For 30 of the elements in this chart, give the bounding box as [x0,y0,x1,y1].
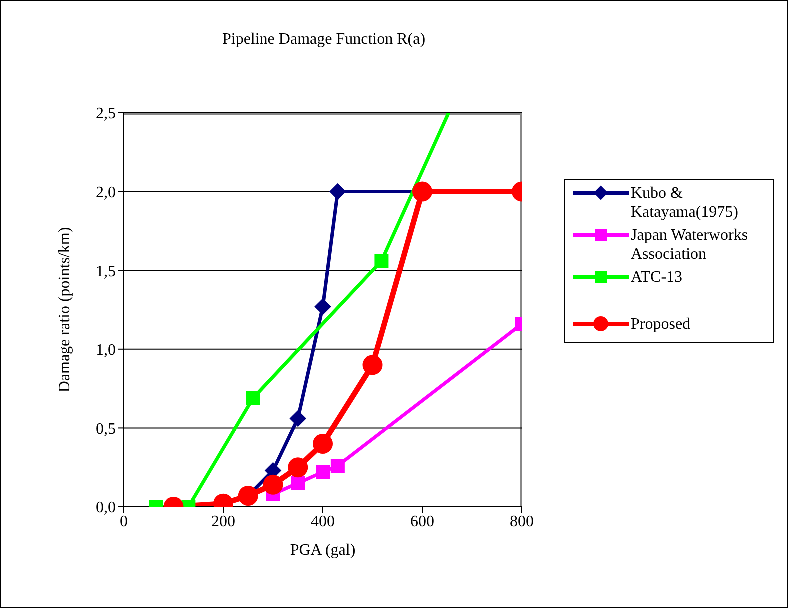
y-tick-label: 1,5 [96,263,116,280]
y-tick-label: 2,5 [96,106,116,123]
y-tick-label: 0,5 [96,420,116,438]
y-axis-title: Damage ratio (points/km) [56,227,74,393]
x-tick-label: 200 [212,513,236,530]
point [330,183,346,200]
legend-label: Japan Waterworks Association [631,226,750,264]
point [314,298,332,316]
point [313,434,333,454]
y-tick-label: 0,0 [96,500,116,517]
point [316,465,330,480]
legend-label: Kubo & Katayama(1975) [631,184,740,222]
legend-label: Proposed [631,315,691,334]
point [290,410,307,428]
point [291,476,306,490]
x-tick-label: 600 [410,513,434,530]
point [330,459,345,474]
point [362,355,383,376]
chart-title: Pipeline Damage Function R(a) [221,31,427,49]
point [263,474,284,495]
legend-label: ATC-13 [631,268,683,287]
point [246,391,260,406]
y-tick-label: 2,0 [96,184,116,202]
point [374,254,389,268]
y-tick-label: 1,0 [96,342,116,360]
point [288,458,308,478]
x-tick-label: 0 [120,513,128,530]
x-tick-label: 800 [510,513,534,530]
x-axis-title: PGA (gal) [290,542,356,559]
x-tick-label: 400 [311,513,335,530]
